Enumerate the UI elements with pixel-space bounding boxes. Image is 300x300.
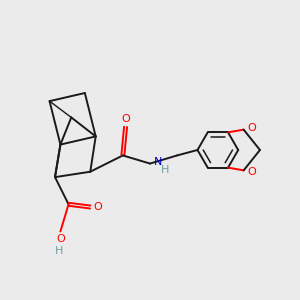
Text: H: H [55, 246, 63, 256]
Text: N: N [154, 157, 162, 167]
Text: O: O [248, 167, 256, 177]
Text: O: O [94, 202, 102, 212]
Text: O: O [248, 123, 256, 133]
Text: O: O [56, 234, 65, 244]
Text: H: H [161, 165, 169, 176]
Text: O: O [121, 114, 130, 124]
